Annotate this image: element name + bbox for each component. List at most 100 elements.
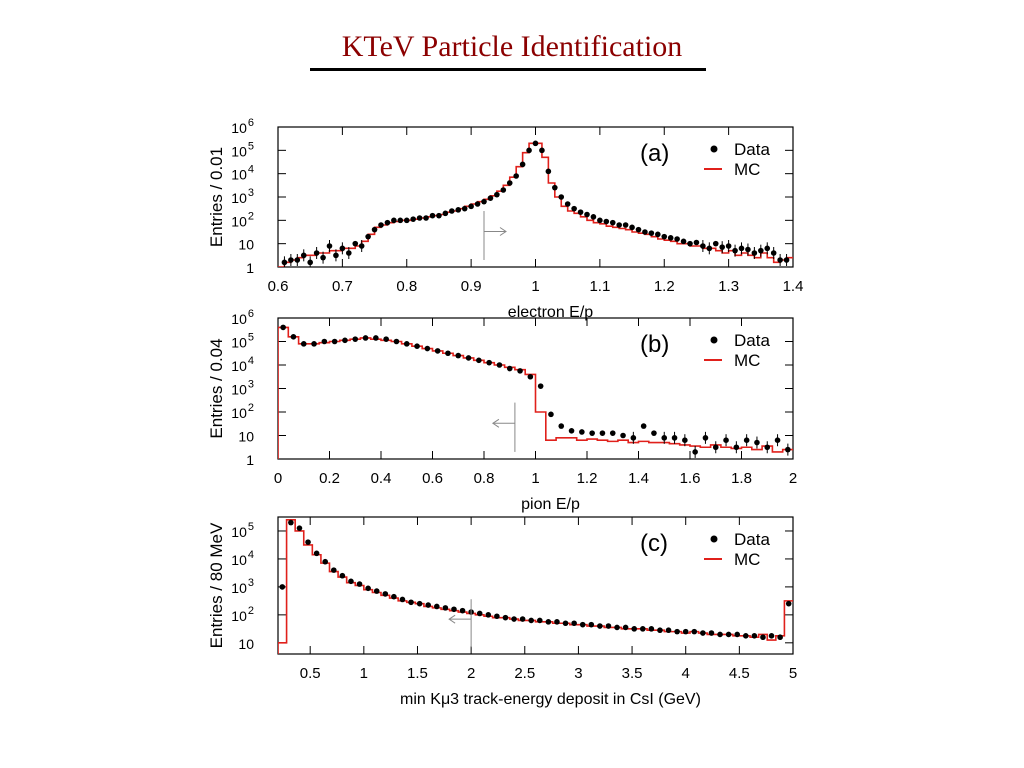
data-point bbox=[288, 257, 294, 263]
data-point bbox=[682, 628, 689, 635]
data-point bbox=[321, 338, 328, 345]
data-point bbox=[777, 257, 783, 263]
x-tick-label: 3.5 bbox=[622, 665, 643, 682]
data-point bbox=[777, 634, 783, 641]
y-tick-label: 106 bbox=[231, 308, 254, 327]
data-point bbox=[616, 222, 622, 228]
y-tick-label: 1 bbox=[246, 260, 254, 276]
data-point bbox=[751, 250, 758, 256]
x-tick-label: 1.6 bbox=[680, 470, 701, 487]
data-point bbox=[770, 250, 777, 256]
y-tick-label: 10 bbox=[238, 237, 254, 253]
data-point bbox=[455, 207, 462, 213]
data-point bbox=[768, 633, 775, 639]
legend-mc-label: MC bbox=[734, 550, 760, 569]
data-point bbox=[486, 359, 492, 366]
data-point bbox=[589, 430, 595, 436]
data-point bbox=[717, 631, 723, 638]
data-point bbox=[296, 525, 303, 531]
data-point bbox=[657, 627, 663, 634]
data-point bbox=[465, 355, 472, 361]
data-point bbox=[393, 338, 400, 345]
legend-data-marker bbox=[710, 535, 718, 543]
data-point bbox=[320, 254, 326, 261]
data-point bbox=[358, 243, 365, 249]
data-point bbox=[455, 352, 462, 359]
y-tick-label: 10 bbox=[238, 429, 254, 445]
data-point bbox=[451, 606, 457, 613]
x-tick-label: 0 bbox=[274, 470, 282, 487]
data-point bbox=[760, 634, 766, 641]
data-point bbox=[496, 362, 503, 368]
data-point bbox=[414, 343, 420, 350]
data-point bbox=[764, 444, 771, 451]
data-point bbox=[579, 621, 586, 628]
data-point bbox=[416, 215, 423, 221]
plot-frame bbox=[277, 516, 794, 655]
data-point bbox=[476, 357, 482, 364]
data-point bbox=[692, 449, 698, 455]
x-tick-label: 1.5 bbox=[407, 665, 428, 682]
legend-data-marker bbox=[710, 336, 718, 344]
data-point bbox=[648, 230, 655, 236]
data-point bbox=[279, 584, 286, 590]
data-point bbox=[691, 628, 698, 635]
y-tick-label: 102 bbox=[231, 210, 254, 229]
data-point bbox=[506, 365, 513, 372]
data-point bbox=[373, 335, 379, 341]
data-point bbox=[785, 446, 791, 453]
y-tick-label: 104 bbox=[231, 164, 254, 183]
x-tick-label: 1 bbox=[360, 665, 368, 682]
data-point bbox=[494, 191, 500, 198]
data-point bbox=[474, 201, 481, 207]
data-point bbox=[517, 368, 523, 374]
plot-area bbox=[278, 324, 793, 459]
data-point bbox=[733, 444, 740, 451]
x-tick-label: 1.8 bbox=[731, 470, 752, 487]
data-point bbox=[348, 578, 354, 585]
data-point bbox=[723, 437, 729, 444]
data-point bbox=[719, 244, 725, 250]
data-point bbox=[511, 616, 517, 622]
data-point bbox=[500, 187, 507, 193]
x-tick-label: 0.8 bbox=[474, 470, 495, 487]
data-point bbox=[568, 428, 575, 434]
data-point bbox=[527, 373, 534, 380]
data-point bbox=[630, 435, 637, 441]
legend-mc-label: MC bbox=[734, 160, 760, 179]
x-tick-label: 1.2 bbox=[654, 278, 675, 295]
data-point bbox=[281, 259, 288, 266]
data-point bbox=[339, 572, 346, 579]
data-point bbox=[425, 602, 432, 608]
data-point bbox=[403, 217, 410, 224]
data-point bbox=[305, 539, 311, 545]
data-point bbox=[622, 624, 629, 631]
chart-panel-2: 0 0.2 0.4 0.6 0.8 1 1.2 1.4 1.6 1.8 2 1 10 102 103 104 1… bbox=[207, 308, 797, 513]
data-point bbox=[365, 585, 371, 592]
data-point bbox=[300, 341, 307, 347]
data-point bbox=[342, 337, 348, 344]
x-tick-label: 1.3 bbox=[718, 278, 739, 295]
data-point bbox=[545, 168, 552, 175]
y-tick-label: 104 bbox=[231, 549, 254, 568]
data-point bbox=[416, 600, 423, 607]
data-point bbox=[732, 247, 738, 254]
data-point bbox=[433, 603, 440, 610]
x-tick-label: 1.2 bbox=[577, 470, 598, 487]
data-point bbox=[365, 233, 371, 240]
data-point bbox=[742, 633, 749, 639]
data-point bbox=[745, 246, 751, 253]
data-point bbox=[391, 593, 397, 600]
data-point bbox=[751, 633, 758, 639]
x-tick-label: 1.1 bbox=[589, 278, 610, 295]
y-tick-label: 10 bbox=[238, 636, 254, 652]
legend-data-marker bbox=[710, 145, 718, 153]
data-point bbox=[494, 613, 500, 620]
x-tick-label: 0.9 bbox=[461, 278, 482, 295]
data-point bbox=[682, 437, 688, 444]
data-point bbox=[706, 245, 713, 252]
data-point bbox=[485, 612, 492, 618]
data-point bbox=[311, 341, 317, 347]
legend-data-label: Data bbox=[734, 331, 770, 350]
